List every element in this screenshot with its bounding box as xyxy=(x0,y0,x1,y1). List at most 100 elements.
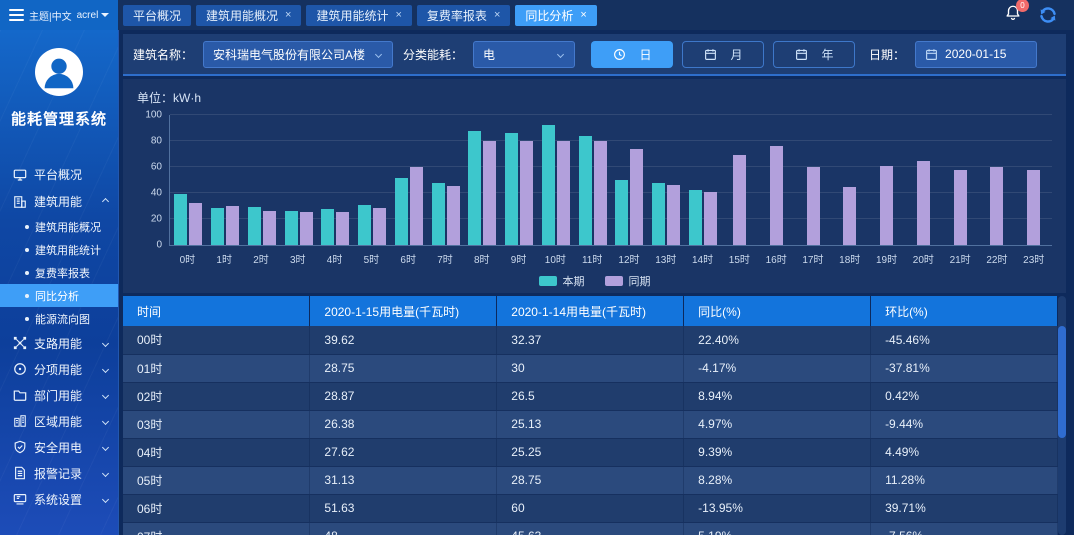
legend-item-previous[interactable]: 同期 xyxy=(604,273,651,289)
table-cell: 5.19% xyxy=(683,522,872,535)
sidebar-subitem-building-energy-stats[interactable]: 建筑用能统计 xyxy=(0,238,118,261)
folder-icon xyxy=(13,388,27,402)
table-cell: 51.63 xyxy=(309,494,498,523)
system-icon xyxy=(13,492,27,506)
bar-group-16 xyxy=(758,115,795,245)
sidebar-item-branch-energy[interactable]: 支路用能 xyxy=(0,330,118,356)
bar-previous-5 xyxy=(373,207,387,245)
tab-label: 复费率报表 xyxy=(426,8,487,23)
sidebar-item-department-energy[interactable]: 部门用能 xyxy=(0,382,118,408)
sidebar-item-electrical-safety[interactable]: 安全用电 xyxy=(0,434,118,460)
table-cell: 27.62 xyxy=(309,438,498,467)
tab-yoy-analysis[interactable]: 同比分析 × xyxy=(515,4,597,26)
building-select[interactable]: 安科瑞电气股份有限公司A楼 xyxy=(203,40,394,68)
sidebar-subitem-yoy-analysis[interactable]: 同比分析 xyxy=(0,284,118,307)
user-menu[interactable]: acrel xyxy=(77,10,110,21)
x-tick-label: 21时 xyxy=(949,255,971,266)
date-picker[interactable]: 2020-01-15 xyxy=(915,40,1038,68)
sidebar-subitem-tariff-rate-report[interactable]: 复费率报表 xyxy=(0,261,118,284)
table-cell: 05时 xyxy=(123,466,311,495)
calendar-icon xyxy=(795,48,808,61)
period-button-day[interactable]: 日 xyxy=(591,40,674,68)
bar-previous-22 xyxy=(990,167,1004,245)
table-cell: 28.87 xyxy=(309,382,498,411)
sidebar-item-building-energy[interactable]: 建筑用能 xyxy=(0,188,118,215)
document-icon xyxy=(13,466,27,480)
table-cell: 45.63 xyxy=(496,522,685,535)
period-button-year[interactable]: 年 xyxy=(773,40,856,68)
chevron-down-icon xyxy=(101,495,110,503)
bullet-icon xyxy=(25,247,29,252)
bar-group-17 xyxy=(795,115,832,245)
close-icon[interactable]: × xyxy=(395,8,402,21)
hamburger-icon[interactable] xyxy=(9,9,24,21)
close-icon[interactable]: × xyxy=(580,8,587,21)
building-select-value: 安科瑞电气股份有限公司A楼 xyxy=(213,47,366,62)
avatar[interactable] xyxy=(35,48,83,96)
bar-current-12 xyxy=(615,180,629,245)
sidebar-subitem-energy-flow-diagram[interactable]: 能源流向图 xyxy=(0,307,118,330)
table-panel: 时间 2020-1-15用电量(千瓦时) 2020-1-14用电量(千瓦时) 同比(%… xyxy=(123,296,1066,535)
bar-group-20 xyxy=(905,115,942,245)
x-tick-label: 14时 xyxy=(691,255,714,266)
tab-building-energy-stats[interactable]: 建筑用能统计 × xyxy=(306,4,412,26)
close-icon[interactable]: × xyxy=(285,8,292,21)
sidebar-subitem-building-energy-overview[interactable]: 建筑用能概况 xyxy=(0,215,118,238)
sidebar-subitem-label: 同比分析 xyxy=(35,290,79,303)
refresh-button[interactable] xyxy=(1038,5,1058,25)
table-row-01时: 01时 28.75 30 -4.17% -37.81% xyxy=(123,354,1058,383)
x-tick-label: 9时 xyxy=(510,255,527,266)
period-button-month[interactable]: 月 xyxy=(682,40,765,68)
bar-current-5 xyxy=(358,204,372,245)
y-tick-label: 60 xyxy=(150,161,162,173)
tab-building-energy-overview[interactable]: 建筑用能概况 × xyxy=(196,4,302,26)
chevron-down-icon xyxy=(101,391,110,399)
sidebar-item-region-energy[interactable]: 区域用能 xyxy=(0,408,118,434)
sidebar-item-subitem-energy[interactable]: 分项用能 xyxy=(0,356,118,382)
table-cell: 07时 xyxy=(123,522,311,535)
bar-previous-3 xyxy=(299,212,313,245)
category-select[interactable]: 电 xyxy=(473,40,576,68)
bar-group-1 xyxy=(207,115,244,245)
table-scrollbar-thumb[interactable] xyxy=(1058,326,1066,438)
sidebar: 能耗管理系统 平台概况 建筑用能 建筑用能概况 建筑用能统计 复费率报表 同比分析 能源流向… xyxy=(0,30,118,535)
table-row-07时: 07时4845.635.19%-7.56% xyxy=(123,522,1058,535)
shield-icon xyxy=(13,440,27,454)
table-cell: 28.75 xyxy=(496,466,685,495)
sidebar-subitem-label: 建筑用能统计 xyxy=(35,244,101,257)
legend-swatch xyxy=(604,276,623,286)
sidebar-item-system-settings[interactable]: 系统设置 xyxy=(0,486,118,512)
bar-group-14 xyxy=(685,115,722,245)
table-cell: 48 xyxy=(309,522,498,535)
notifications-button[interactable]: 0 xyxy=(1004,0,1029,27)
building-name-label: 建筑名称： xyxy=(133,47,194,62)
table-row-00时: 00时 39.62 32.37 22.40% -45.46% xyxy=(123,326,1058,355)
table-scrollbar-track[interactable] xyxy=(1058,296,1066,535)
bar-group-3 xyxy=(280,115,317,245)
x-tick-label: 12时 xyxy=(618,255,640,266)
gridline xyxy=(170,140,1052,141)
sidebar-subitem-label: 复费率报表 xyxy=(35,267,90,280)
tab-label: 建筑用能概况 xyxy=(206,8,279,23)
close-icon[interactable]: × xyxy=(493,8,501,21)
bar-previous-4 xyxy=(336,212,350,245)
sidebar-item-label: 建筑用能 xyxy=(34,195,83,209)
x-tick-label: 20时 xyxy=(912,255,934,266)
table-cell: 26.5 xyxy=(496,382,685,411)
bullet-icon xyxy=(25,224,29,229)
sidebar-item-alarm-records[interactable]: 报警记录 xyxy=(0,460,118,486)
sidebar-item-platform-overview[interactable]: 平台概况 xyxy=(0,161,118,188)
y-tick-label: 100 xyxy=(145,109,162,121)
bar-previous-20 xyxy=(916,160,930,245)
table-body: 00时 39.62 32.37 22.40% -45.46% 01时 28.75 30 -4.1… xyxy=(123,326,1058,535)
tab-label: 平台概况 xyxy=(133,8,182,23)
theme-language-switch[interactable]: 主题|中文 xyxy=(29,11,72,23)
legend-item-current[interactable]: 本期 xyxy=(538,273,585,289)
branch-icon xyxy=(13,336,27,350)
tab-tariff-rate-report[interactable]: 复费率报表 × xyxy=(416,4,511,26)
table-cell: -45.46% xyxy=(870,326,1058,355)
table-cell: 00时 xyxy=(123,326,311,355)
chevron-down-icon xyxy=(101,365,110,373)
table-cell: -37.81% xyxy=(870,354,1058,383)
tab-platform-overview[interactable]: 平台概况 xyxy=(123,4,192,26)
